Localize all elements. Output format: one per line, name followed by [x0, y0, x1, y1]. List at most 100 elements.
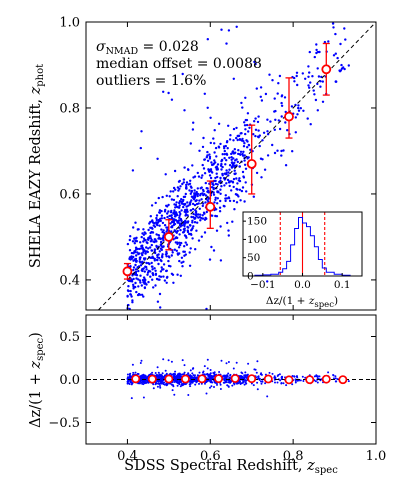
median-marker [163, 232, 174, 242]
residual-point [257, 377, 260, 379]
scatter-point [208, 258, 212, 261]
scatter-point [150, 204, 154, 207]
scatter-point [226, 178, 230, 182]
residual-point [198, 371, 201, 374]
scatter-point [169, 190, 172, 193]
scatter-point [180, 200, 183, 203]
scatter-point [129, 289, 132, 293]
scatter-point [331, 22, 335, 25]
scatter-point [316, 82, 319, 86]
residual-point [252, 384, 255, 387]
residual-point [285, 384, 288, 387]
scatter-point [162, 275, 165, 278]
residual-point [274, 376, 277, 379]
residual-point [126, 380, 129, 383]
scatter-point [179, 212, 182, 216]
scatter-point [193, 195, 197, 198]
scatter-point [170, 198, 174, 201]
residual-point [347, 380, 350, 383]
scatter-point [178, 204, 181, 207]
residual-point [254, 368, 257, 371]
scatter-point [152, 256, 155, 260]
scatter-point [147, 247, 150, 250]
scatter-point [204, 194, 208, 197]
scatter-point [183, 245, 186, 248]
scatter-point [134, 260, 138, 263]
scatter-point [312, 89, 315, 92]
scatter-point [343, 67, 346, 71]
scatter-point [236, 138, 239, 142]
scatter-point [261, 158, 264, 161]
scatter-point [183, 166, 186, 169]
scatter-point [151, 278, 154, 281]
scatter-point [311, 75, 314, 78]
scatter-point [297, 106, 300, 110]
scatter-point [266, 118, 269, 121]
scatter-point [244, 167, 248, 170]
scatter-point [309, 123, 312, 126]
scatter-point [209, 141, 212, 145]
scatter-point [209, 116, 212, 120]
main-binned-medians [122, 42, 332, 280]
scatter-point [347, 64, 350, 67]
scatter-point [133, 237, 136, 240]
scatter-point [159, 270, 163, 273]
scatter-point [214, 214, 217, 218]
scatter-point [165, 269, 168, 272]
residual-point [299, 379, 302, 382]
scatter-point [205, 210, 208, 214]
scatter-point [307, 75, 310, 79]
scatter-point [172, 220, 176, 223]
scatter-point [223, 149, 226, 153]
residual-point [129, 372, 132, 375]
scatter-point [184, 253, 187, 256]
scatter-point [227, 29, 231, 32]
scatter-point [156, 223, 159, 227]
residual-point [198, 382, 200, 385]
residual-point [156, 366, 159, 369]
scatter-point [147, 228, 150, 232]
scatter-point [203, 212, 206, 215]
residual-median-marker [305, 375, 315, 385]
residual-point [179, 385, 182, 388]
scatter-point [316, 67, 319, 70]
scatter-point [224, 163, 227, 166]
scatter-point [175, 212, 178, 215]
scatter-point [167, 210, 170, 213]
scatter-point [283, 96, 287, 99]
scatter-point [150, 226, 153, 229]
scatter-point [178, 210, 181, 214]
scatter-point [268, 73, 271, 76]
inset-x-tick-label: 0.0 [294, 279, 311, 291]
scatter-point [319, 85, 322, 88]
scatter-point [172, 281, 175, 284]
main-x-ticks [126, 22, 377, 310]
scatter-point [185, 243, 189, 246]
scatter-point [259, 95, 262, 99]
scatter-point [280, 101, 283, 105]
residual-point [315, 375, 318, 378]
residual-point [188, 383, 191, 386]
scatter-point [231, 181, 235, 184]
residual-point [255, 371, 258, 374]
residual-point [208, 373, 211, 376]
scatter-point [172, 190, 175, 193]
scatter-point [223, 184, 226, 187]
scatter-point [243, 121, 246, 124]
scatter-point [140, 130, 143, 133]
scatter-point [259, 86, 263, 89]
residual-point [171, 389, 174, 392]
scatter-point [143, 282, 146, 285]
scatter-point [273, 151, 277, 155]
scatter-point [243, 124, 247, 127]
scatter-point [215, 229, 219, 232]
scatter-point [233, 169, 236, 172]
scatter-point [157, 237, 160, 240]
scatter-point [237, 149, 240, 152]
scatter-point [183, 203, 187, 206]
scatter-point [126, 242, 130, 246]
scatter-point [150, 238, 153, 242]
scatter-point [187, 204, 190, 207]
residual-point [202, 370, 205, 373]
scatter-point [222, 204, 225, 208]
